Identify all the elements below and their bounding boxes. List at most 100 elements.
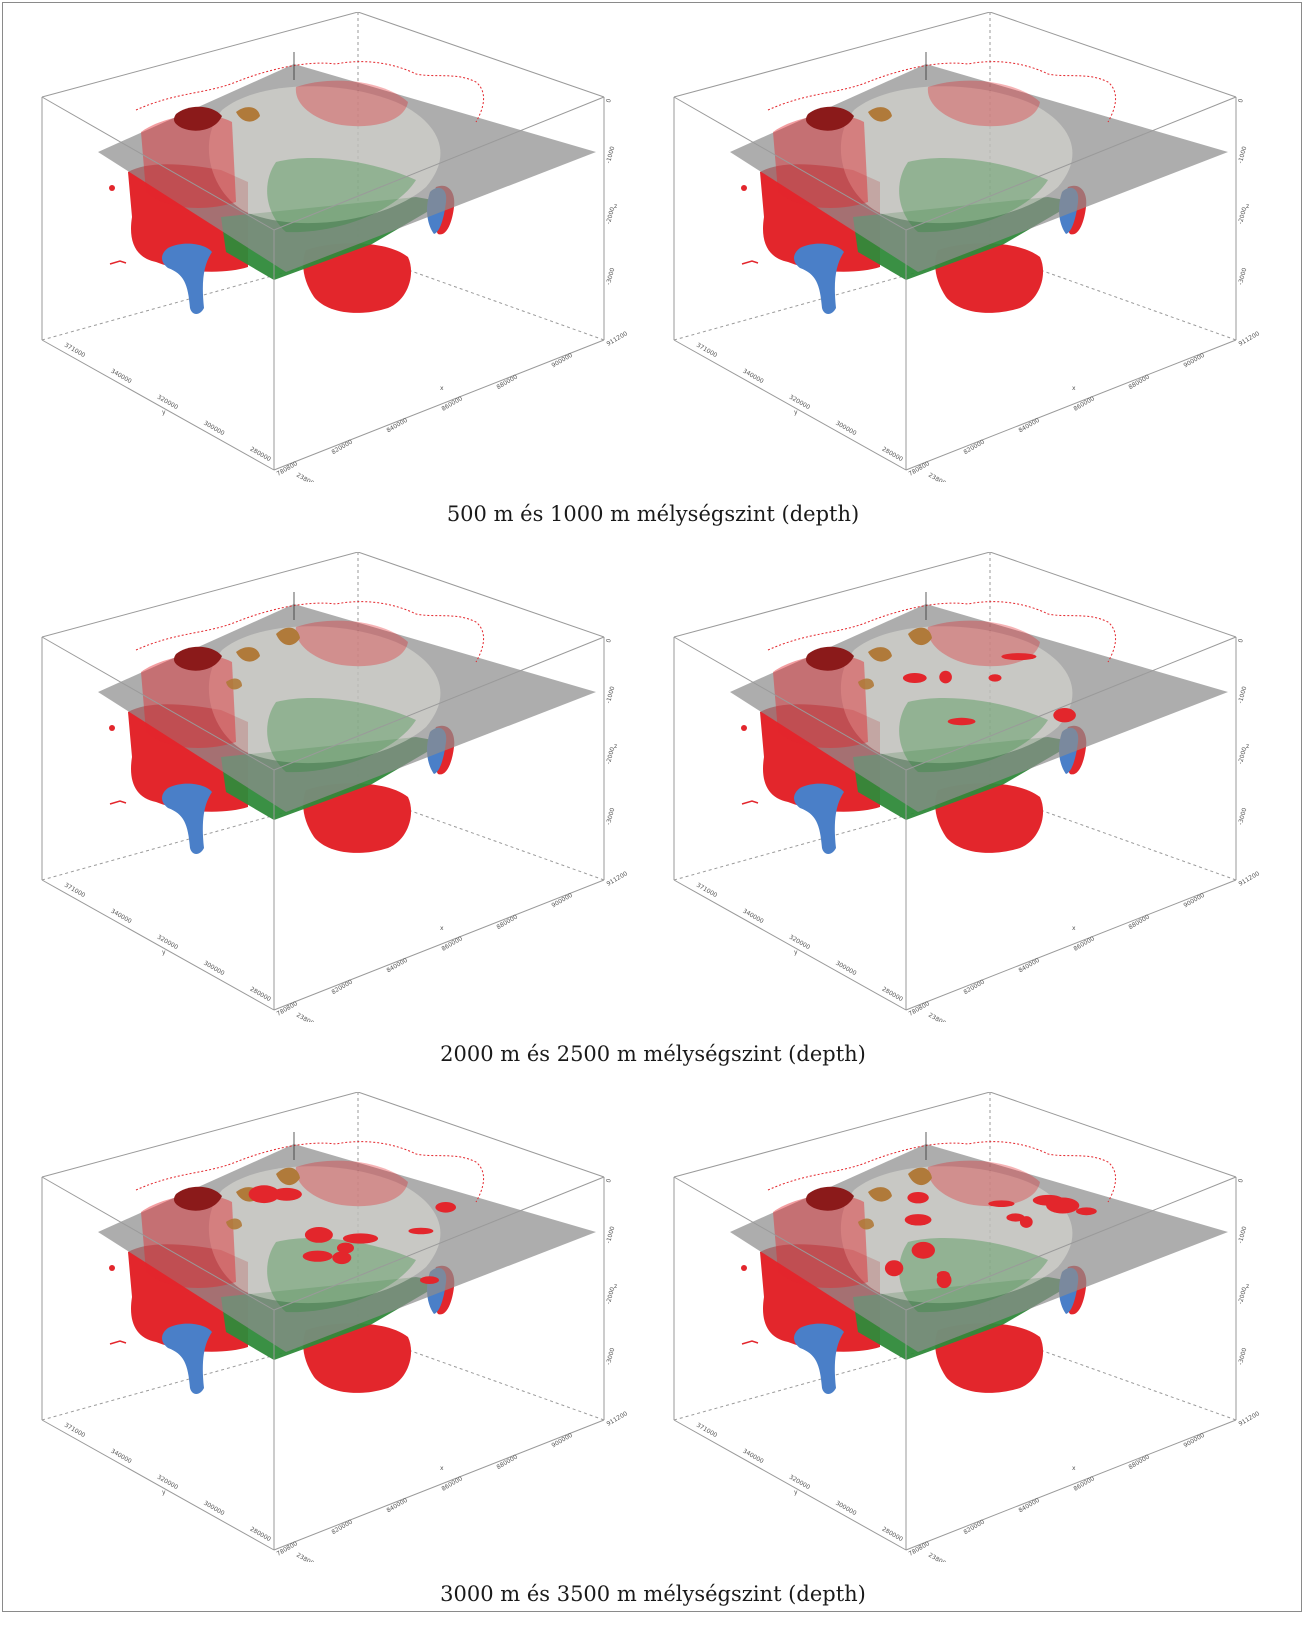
y-tick-label: 280000 (249, 1526, 272, 1544)
plane-red-overlay (927, 1160, 1040, 1207)
box-edge (673, 1176, 907, 1311)
plane-green-region (899, 1238, 1048, 1313)
red-fragment (741, 260, 759, 265)
y-axis-label: y (162, 409, 166, 416)
border-outline (767, 1141, 1116, 1203)
x-tick-label: 911200 (606, 1410, 629, 1428)
blue-body-left (162, 783, 212, 854)
z-tick-label: -2000 (1237, 206, 1248, 225)
red-body-lower (935, 243, 1044, 313)
z-tick-label: -2000 (1237, 1286, 1248, 1305)
depth-plane (98, 592, 596, 812)
y-tick-label: 238000 (927, 1552, 950, 1562)
blue-body-left (794, 1323, 844, 1394)
y-tick-label: 340000 (741, 908, 764, 926)
blue-body-left (162, 243, 212, 314)
box-edge (357, 552, 605, 638)
plane-surface (730, 64, 1228, 272)
box-edge (673, 636, 907, 771)
plane-surface (730, 1144, 1228, 1352)
z-tick-label: -1000 (1237, 1225, 1248, 1244)
x-tick-label: 860000 (441, 935, 464, 953)
y-tick-label: 238000 (927, 1012, 950, 1022)
red-body-lower (303, 243, 412, 313)
x-tick-label: 880000 (496, 913, 519, 931)
box-edge (989, 552, 1237, 638)
x-tick-label: 880000 (1128, 913, 1151, 931)
box-edge (273, 879, 605, 1011)
red-anomaly-blob (902, 673, 927, 683)
red-anomaly-blob (1053, 708, 1076, 723)
x-axis-label: x (440, 385, 444, 392)
depth-plane (730, 52, 1228, 272)
z-tick-label: -3000 (605, 807, 616, 826)
y-axis-label: y (794, 1489, 798, 1496)
y-tick-label: 371000 (63, 342, 86, 360)
box-edge (41, 12, 359, 98)
box-edge (273, 96, 605, 231)
box-edge (41, 339, 275, 471)
y-tick-label: 238000 (295, 1012, 318, 1022)
y-tick-label: 300000 (834, 420, 857, 438)
z-axis-label: z (1246, 743, 1249, 750)
plane-red-overlay (773, 655, 868, 748)
box-edge (989, 12, 1237, 98)
x-tick-label: 820000 (331, 978, 354, 996)
z-axis-label: z (1246, 203, 1249, 210)
depth-plane (730, 592, 1228, 812)
x-tick-label: 840000 (386, 1497, 409, 1515)
box-edge (41, 1092, 359, 1178)
z-tick-label: -3000 (605, 1347, 616, 1366)
blue-body-left (162, 1323, 212, 1394)
z-tick-label: -2000 (1237, 746, 1248, 765)
plane-pale-region (208, 86, 441, 224)
border-outline (135, 61, 484, 123)
panel-svg: 3710003400003200003000002800002380007808… (41, 552, 629, 1022)
box-edge (273, 339, 605, 471)
box-edge (41, 552, 359, 638)
box-edge (905, 339, 1237, 471)
x-axis-label: x (1072, 385, 1076, 392)
z-tick-label: -1000 (605, 145, 616, 164)
box-edge (905, 96, 1237, 231)
box-edge (41, 636, 275, 771)
z-tick-label: -2000 (605, 206, 616, 225)
x-tick-label: 900000 (1183, 892, 1206, 910)
x-tick-label: 911200 (1238, 330, 1261, 348)
x-tick-label: 900000 (551, 892, 574, 910)
dark-red-cluster (806, 106, 854, 131)
y-tick-label: 280000 (881, 446, 904, 464)
box-edge (273, 1419, 605, 1551)
box-edge (673, 879, 907, 1011)
x-tick-label: 820000 (331, 1518, 354, 1536)
box-edge (905, 1419, 1237, 1551)
x-axis-label: x (1072, 1465, 1076, 1472)
z-tick-label: 0 (605, 1178, 613, 1184)
box-edge (41, 879, 275, 1011)
red-anomaly-blob (1076, 1207, 1097, 1216)
plane-green-region (267, 698, 416, 773)
box-edge (905, 879, 1237, 1011)
x-tick-label: 820000 (963, 978, 986, 996)
y-tick-label: 320000 (788, 1474, 811, 1492)
y-tick-label: 238000 (295, 472, 318, 482)
x-tick-label: 911200 (606, 330, 629, 348)
dark-red-cluster (174, 106, 222, 131)
plane-red-overlay (141, 1195, 236, 1288)
red-anomaly-blob (1001, 653, 1037, 661)
x-tick-label: 900000 (1183, 352, 1206, 370)
x-tick-label: 820000 (963, 1518, 986, 1536)
brown-patch (236, 107, 260, 122)
x-tick-label: 860000 (441, 395, 464, 413)
brown-patch (236, 647, 260, 662)
red-fragment (109, 260, 127, 265)
x-tick-label: 820000 (963, 438, 986, 456)
y-tick-label: 280000 (881, 1526, 904, 1544)
red-fragment (741, 800, 759, 805)
x-axis-label: x (1072, 925, 1076, 932)
brown-patch (908, 627, 932, 646)
x-tick-label: 840000 (1018, 1497, 1041, 1515)
box-edge (673, 552, 991, 638)
red-anomaly-blob (342, 1233, 379, 1244)
plane-green-region (267, 158, 416, 233)
